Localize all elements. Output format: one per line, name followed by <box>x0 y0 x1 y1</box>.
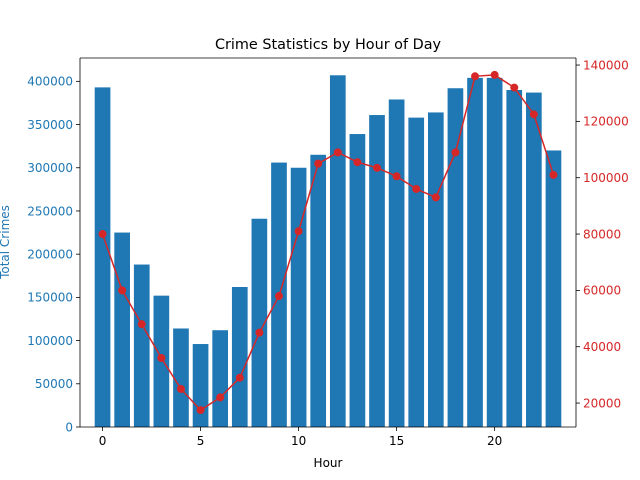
bar-hour-23 <box>545 150 562 427</box>
y-right-tick-label: 120000 <box>583 115 629 129</box>
y-right-tick-label: 40000 <box>583 340 621 354</box>
y-left-tick-label: 100000 <box>27 334 73 348</box>
x-tick-label: 20 <box>487 434 502 448</box>
line-point-hour-23 <box>549 170 558 179</box>
y-left-tick-label: 150000 <box>27 291 73 305</box>
line-point-hour-12 <box>333 148 342 157</box>
bar-hour-21 <box>506 89 523 427</box>
line-series <box>101 74 555 412</box>
y-right-tick-label: 140000 <box>583 58 629 72</box>
bar-hour-14 <box>369 115 385 427</box>
bar-hour-1 <box>114 232 130 427</box>
line-point-hour-3 <box>157 353 166 362</box>
y-right-tick-label: 100000 <box>583 171 629 185</box>
line-point-hour-6 <box>216 393 225 402</box>
line-point-hour-16 <box>412 184 421 193</box>
y-right-tick-label: 20000 <box>583 396 621 410</box>
bar-hour-6 <box>212 330 229 427</box>
line-point-hour-2 <box>137 320 146 329</box>
y-axis-label-left: Total Crimes <box>0 205 12 280</box>
bar-hour-10 <box>290 167 307 427</box>
line-point-hour-14 <box>373 163 382 172</box>
line-layer <box>98 70 558 415</box>
y-left-tick-label: 400000 <box>27 75 73 89</box>
bar-hour-19 <box>467 77 483 427</box>
line-point-hour-20 <box>490 70 499 79</box>
line-point-hour-4 <box>176 384 185 393</box>
line-point-hour-11 <box>314 159 323 168</box>
line-point-hour-9 <box>274 292 283 301</box>
x-tick-label: 15 <box>389 434 404 448</box>
line-point-hour-17 <box>431 193 440 202</box>
line-point-hour-8 <box>255 328 264 337</box>
line-point-hour-13 <box>353 158 362 167</box>
line-point-hour-22 <box>529 110 538 119</box>
y-left-tick-label: 200000 <box>27 247 73 261</box>
line-point-hour-21 <box>510 83 519 92</box>
bar-hour-0 <box>94 87 111 427</box>
bar-hour-5 <box>192 344 209 427</box>
bar-hour-2 <box>133 264 150 427</box>
x-tick-label: 10 <box>291 434 306 448</box>
bars-layer <box>94 75 562 428</box>
y-left-tick-label: 0 <box>65 420 73 434</box>
bar-hour-12 <box>329 75 346 427</box>
line-point-hour-19 <box>471 72 480 81</box>
bar-hour-20 <box>486 77 503 427</box>
bar-hour-4 <box>173 328 189 427</box>
line-point-hour-5 <box>196 406 205 415</box>
y-right-tick-label: 60000 <box>583 284 621 298</box>
bar-hour-8 <box>251 218 268 427</box>
bar-hour-7 <box>231 287 248 427</box>
line-point-hour-1 <box>118 286 127 295</box>
bar-hour-15 <box>388 99 405 427</box>
x-tick-label: 0 <box>99 434 107 448</box>
bar-hour-22 <box>526 92 542 427</box>
x-tick-label: 5 <box>197 434 205 448</box>
bar-hour-16 <box>408 117 425 428</box>
x-axis-label: Hour <box>314 456 343 470</box>
line-point-hour-7 <box>235 373 244 382</box>
line-point-hour-18 <box>451 148 460 157</box>
y-left-tick-label: 350000 <box>27 118 73 132</box>
line-point-hour-10 <box>294 227 303 236</box>
line-point-hour-0 <box>98 230 107 239</box>
bar-hour-17 <box>427 112 444 427</box>
y-left-tick-label: 50000 <box>35 377 73 391</box>
bar-hour-11 <box>310 154 327 428</box>
chart-title: Crime Statistics by Hour of Day <box>215 37 442 53</box>
y-left-tick-label: 300000 <box>27 161 73 175</box>
y-right-tick-label: 80000 <box>583 227 621 241</box>
bar-hour-13 <box>349 134 366 427</box>
line-point-hour-15 <box>392 172 401 181</box>
axes-layer: 0 5 10 15 20 0 50000 100000 150000 200000 250000 30… <box>27 57 629 448</box>
y-left-tick-label: 250000 <box>27 204 73 218</box>
bar-hour-18 <box>447 88 464 427</box>
